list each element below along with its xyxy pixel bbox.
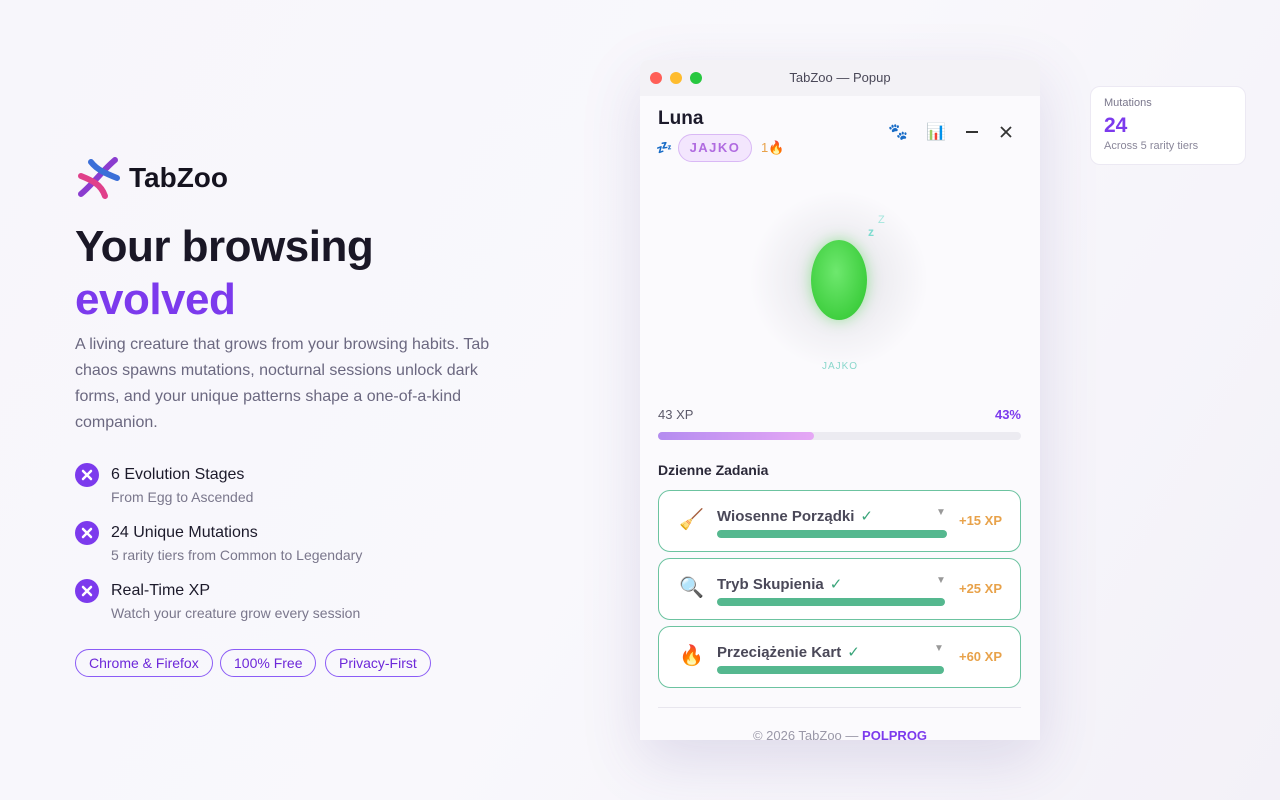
streak: 1🔥 (761, 140, 785, 155)
quest-progress (717, 530, 947, 538)
expand-arrow[interactable]: ▼ (936, 507, 946, 518)
sleep-z: Z (878, 214, 885, 226)
xp-fill (658, 432, 815, 440)
title-bar (640, 60, 1040, 96)
quest-card[interactable]: 🧹 Wiosenne Porządki ✓ ▼ +15 XP (658, 490, 1021, 552)
feature-title: 6 Evolution Stages (111, 466, 245, 483)
xp-label: 43 XP (658, 407, 694, 422)
quest-icon: 🧹 (679, 509, 704, 531)
stat-value: 24 (1104, 114, 1128, 137)
feature-subtitle: 5 rarity tiers from Common to Legendary (111, 547, 363, 563)
quest-name: Tryb Skupienia (717, 576, 824, 593)
feature-title: 24 Unique Mutations (111, 524, 258, 541)
badge: Privacy-First (325, 649, 431, 677)
feature-icon (75, 579, 99, 603)
quest-reward: +15 XP (958, 513, 1002, 528)
footer-link[interactable]: POLPROG (862, 728, 928, 740)
paw-button[interactable]: 🐾 (888, 124, 908, 141)
quest-progress (717, 598, 945, 606)
window-title: TabZoo — Popup (789, 70, 891, 85)
quest-card[interactable]: 🔥 Przeciążenie Kart ✓ ▼ +60 XP (658, 626, 1021, 688)
badge: 100% Free (220, 649, 317, 677)
sleep-z: z (868, 225, 874, 239)
stat-caption: Across 5 rarity tiers (1104, 140, 1199, 152)
close-button[interactable] (998, 124, 1014, 140)
quest-check: ✓ (860, 508, 873, 525)
pet-name: Luna (658, 108, 704, 129)
quest-reward: +25 XP (958, 581, 1002, 596)
quest-check: ✓ (847, 644, 860, 661)
minimize-dot[interactable] (670, 72, 682, 84)
quest-name: Przeciążenie Kart (717, 644, 842, 661)
hero-title: Your browsing (75, 222, 374, 271)
quest-name: Wiosenne Porządki (717, 508, 855, 525)
stat-label: Mutations (1104, 97, 1152, 109)
minimize-button[interactable] (964, 124, 980, 140)
sleep-icon: 💤 (656, 140, 673, 155)
badge: Chrome & Firefox (75, 649, 213, 677)
expand-arrow[interactable]: ▼ (936, 575, 946, 586)
xp-track (658, 432, 1021, 440)
quest-card[interactable]: 🔍 Tryb Skupienia ✓ ▼ +25 XP (658, 558, 1021, 620)
brand-name: TabZoo (129, 162, 229, 193)
close-dot[interactable] (650, 72, 662, 84)
stage-pill: JAJKO (678, 134, 752, 162)
hero-title-accent: evolved (75, 275, 236, 324)
feature-icon (75, 521, 99, 545)
popup-window: TabZoo — Popup Luna 💤 JAJKO 1🔥 🐾 📊 z Z J… (640, 60, 1040, 740)
hero-description: A living creature that grows from your b… (75, 336, 490, 431)
stage-caption: JAJKO (821, 361, 859, 372)
feature-subtitle: Watch your creature grow every session (111, 605, 361, 621)
logo-icon (78, 157, 120, 199)
creature-egg (811, 240, 867, 320)
feature-subtitle: From Egg to Ascended (111, 489, 254, 505)
quest-icon: 🔥 (679, 645, 704, 667)
quest-title: Tryb Skupienia ✓ (717, 575, 842, 593)
quest-icon: 🔍 (679, 577, 704, 599)
feature-title: Real-Time XP (111, 582, 210, 599)
footer-divider (658, 707, 1021, 708)
footer-text: © 2026 TabZoo — (752, 728, 859, 740)
quests-title: Dzienne Zadania (658, 462, 769, 478)
stats-button[interactable]: 📊 (926, 124, 946, 141)
stat-card: Mutations 24 Across 5 rarity tiers (1090, 86, 1246, 165)
feature-icon (75, 463, 99, 487)
xp-percent: 43% (994, 407, 1021, 422)
quest-check: ✓ (829, 576, 843, 593)
expand-arrow[interactable]: ▼ (934, 643, 944, 654)
footer: © 2026 TabZoo — POLPROG (640, 728, 1040, 740)
zoom-dot[interactable] (690, 72, 702, 84)
quest-title: Wiosenne Porządki ✓ (717, 507, 873, 525)
quest-reward: +60 XP (958, 649, 1002, 664)
quest-title: Przeciążenie Kart ✓ (717, 643, 860, 661)
quest-progress (717, 666, 944, 674)
